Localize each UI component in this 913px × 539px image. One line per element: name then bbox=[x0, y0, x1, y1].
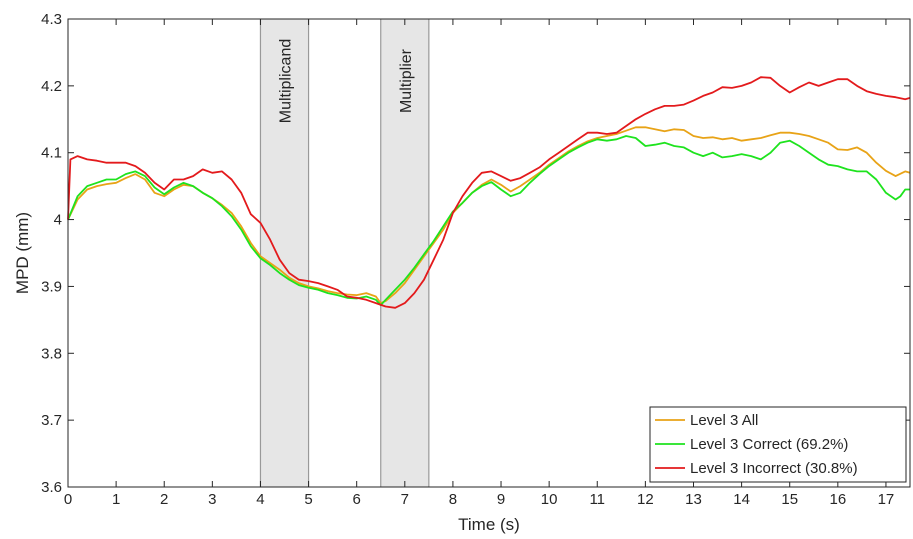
shaded-region-label: Multiplier bbox=[398, 48, 415, 113]
plot-area-frame bbox=[67, 18, 911, 488]
x-tick-label: 2 bbox=[160, 491, 168, 508]
y-tick-label: 3.8 bbox=[41, 345, 62, 362]
legend: Level 3 All Level 3 Correct (69.2%) Level … bbox=[649, 406, 907, 483]
legend-label: Level 3 Correct (69.2%) bbox=[690, 436, 848, 453]
x-tick-label: 13 bbox=[685, 491, 702, 508]
x-tick-label: 16 bbox=[829, 491, 846, 508]
y-tick-label: 4 bbox=[54, 212, 62, 229]
y-tick-label: 4.3 bbox=[41, 11, 62, 28]
x-tick-label: 17 bbox=[878, 491, 895, 508]
legend-box bbox=[649, 406, 907, 483]
x-tick-label: 5 bbox=[304, 491, 312, 508]
x-tick-label: 6 bbox=[353, 491, 361, 508]
y-axis: 3.6 3.7 3.8 3.9 4 4.1 4.2 4.3 bbox=[41, 11, 910, 496]
series-line-3 bbox=[67, 76, 911, 309]
x-tick-label: 15 bbox=[781, 491, 798, 508]
x-axis: 0 1 2 3 4 5 6 7 8 9 10 11 12 13 14 15 16 17 bbox=[64, 19, 894, 508]
shaded-regions: Multiplicand Multiplier bbox=[259, 19, 430, 487]
y-tick-label: 3.7 bbox=[41, 412, 62, 429]
legend-label: Level 3 All bbox=[690, 412, 758, 429]
y-tick-label: 4.1 bbox=[41, 145, 62, 162]
shaded-region-2 bbox=[380, 19, 429, 487]
legend-label: Level 3 Incorrect (30.8%) bbox=[690, 460, 858, 477]
x-tick-label: 7 bbox=[401, 491, 409, 508]
x-tick-label: 12 bbox=[637, 491, 654, 508]
series-line-2 bbox=[67, 135, 910, 306]
x-tick-label: 11 bbox=[589, 491, 605, 508]
x-tick-label: 10 bbox=[541, 491, 558, 508]
shaded-region-1 bbox=[260, 19, 309, 487]
y-tick-label: 3.9 bbox=[41, 278, 62, 295]
x-tick-label: 3 bbox=[208, 491, 216, 508]
series-line-1 bbox=[67, 126, 911, 304]
y-tick-label: 4.2 bbox=[41, 78, 62, 95]
data-lines bbox=[67, 76, 911, 309]
x-tick-label: 1 bbox=[112, 491, 120, 508]
x-tick-label: 0 bbox=[64, 491, 72, 508]
x-axis-label: Time (s) bbox=[458, 515, 520, 534]
y-tick-label: 3.6 bbox=[41, 479, 62, 496]
x-tick-label: 9 bbox=[497, 491, 505, 508]
shaded-region-label: Multiplicand bbox=[278, 39, 295, 123]
x-tick-label: 8 bbox=[449, 491, 457, 508]
x-tick-label: 14 bbox=[733, 491, 750, 508]
x-tick-label: 4 bbox=[256, 491, 264, 508]
y-axis-label: MPD (mm) bbox=[13, 212, 32, 294]
